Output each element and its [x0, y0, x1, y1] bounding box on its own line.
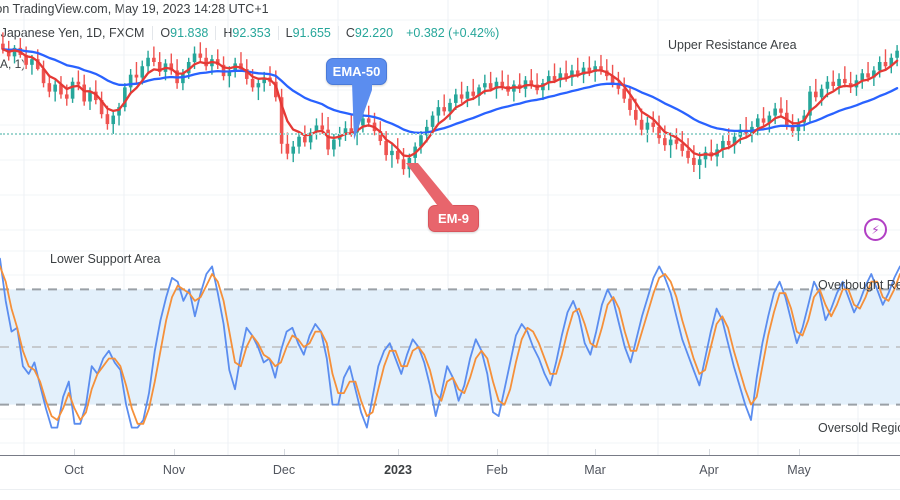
- upper-resistance-annotation: Upper Resistance Area: [668, 38, 797, 52]
- current-price-level-line: [0, 133, 900, 135]
- time-axis-tick-mark: [174, 449, 175, 455]
- time-axis[interactable]: Oct Nov Dec 2023 Feb Mar Apr May: [0, 449, 900, 500]
- time-axis-label-dec: Dec: [272, 463, 296, 477]
- time-axis-tick-mark: [398, 449, 399, 455]
- ohlc-values: O91.838 H92.353 L91.655 C92.220 +0.382 (…: [152, 26, 499, 40]
- pane-separator: [0, 455, 900, 456]
- ema50-callout-pointer: [352, 82, 372, 140]
- time-axis-label-oct: Oct: [64, 463, 84, 477]
- time-axis-tick-mark: [709, 449, 710, 455]
- time-axis-tick-mark: [497, 449, 498, 455]
- stochastic-oscillator-pane: [0, 233, 900, 455]
- oscillator-chart-canvas: [0, 233, 900, 455]
- overbought-region-annotation: Overbought Reg: [818, 278, 900, 292]
- price-change: +0.382 (+0.42%): [406, 26, 500, 40]
- time-axis-label-nov: Nov: [162, 463, 186, 477]
- time-axis-tick-mark: [74, 449, 75, 455]
- time-axis-underline: [0, 489, 900, 490]
- ohlc-low: L91.655: [277, 26, 338, 40]
- lightning-bolt-icon[interactable]: ⚡: [864, 218, 887, 241]
- time-axis-tick-mark: [595, 449, 596, 455]
- ema9-callout-pointer: [406, 163, 456, 209]
- symbol-label[interactable]: r / Japanese Yen, 1D, FXCM: [0, 26, 145, 40]
- symbol-info-bar: r / Japanese Yen, 1D, FXCM O91.838 H92.3…: [0, 26, 499, 40]
- ema9-callout[interactable]: EM-9: [428, 205, 479, 232]
- lower-support-annotation: Lower Support Area: [50, 252, 161, 266]
- time-axis-label-apr: Apr: [699, 463, 719, 477]
- indicator-legend[interactable]: (EMA, 1): [0, 57, 26, 71]
- time-axis-label-may: May: [787, 463, 811, 477]
- ema50-callout[interactable]: EMA-50: [326, 58, 387, 85]
- ohlc-open: O91.838: [152, 26, 215, 40]
- time-axis-tick-mark: [284, 449, 285, 455]
- time-axis-label-2023: 2023: [384, 463, 412, 477]
- time-axis-tick-mark: [799, 449, 800, 455]
- oversold-region-annotation: Oversold Regio: [818, 421, 900, 435]
- time-axis-label-mar: Mar: [584, 463, 606, 477]
- time-axis-label-feb: Feb: [486, 463, 508, 477]
- chart-credit-line: ed on TradingView.com, May 19, 2023 14:2…: [0, 2, 269, 16]
